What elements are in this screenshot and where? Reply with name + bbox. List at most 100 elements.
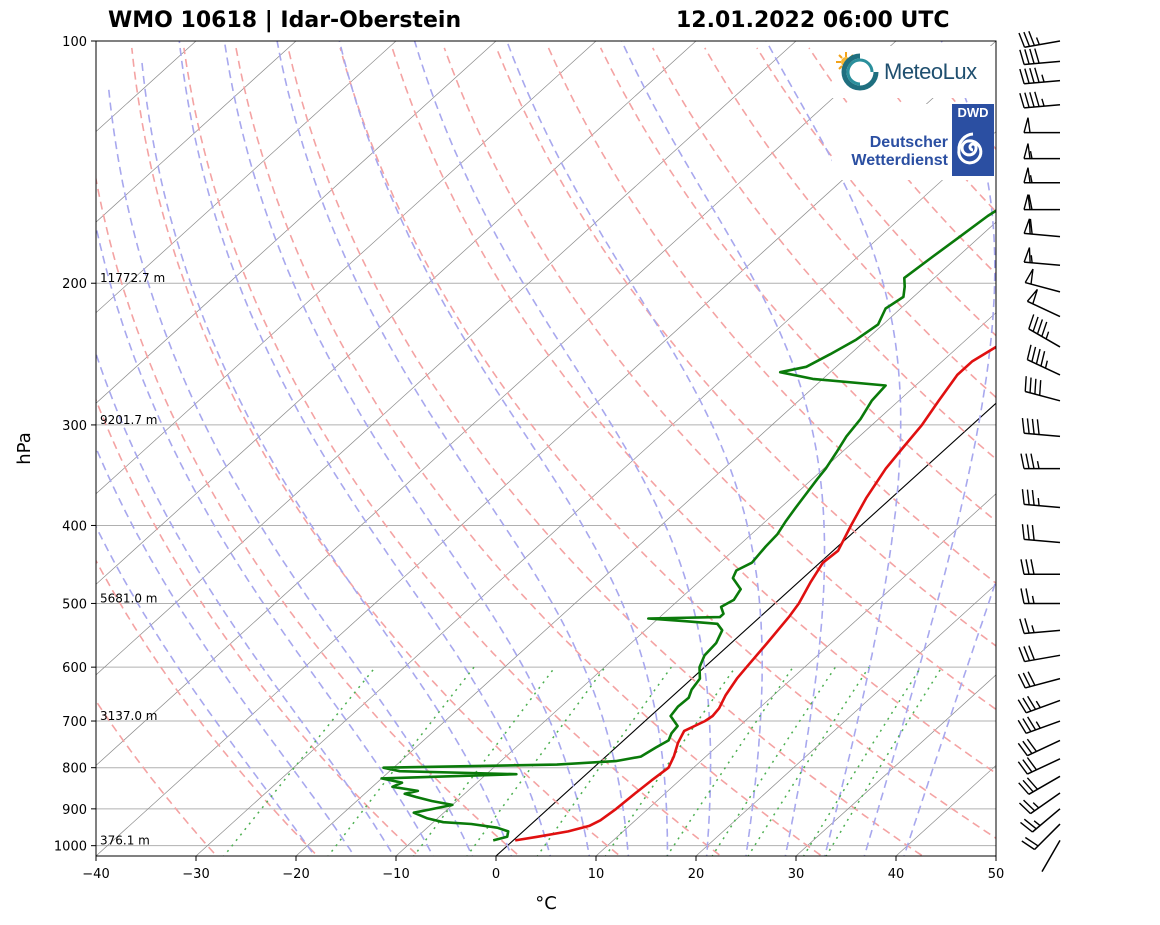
wind-barb-full — [1019, 49, 1025, 65]
wind-barb-half — [1033, 820, 1041, 827]
wind-barb — [1021, 823, 1061, 851]
wind-barb — [1017, 738, 1061, 757]
dwd-logo: Deutscher Wetterdienst DWD — [832, 104, 994, 180]
wind-barb-full — [1035, 348, 1041, 365]
dry-adiabat — [339, 47, 996, 840]
dewpoint-profile — [380, 209, 996, 842]
dry-adiabat — [183, 47, 723, 856]
wind-barb-full — [1031, 418, 1035, 435]
height-label: 3137.0 m — [100, 709, 158, 723]
x-tick-label: 50 — [988, 867, 1005, 882]
isotherm — [995, 855, 996, 856]
wind-barb — [1026, 344, 1061, 376]
wind-barb — [1020, 559, 1060, 576]
wind-barb-full — [1017, 761, 1028, 775]
wind-barb — [1021, 524, 1061, 544]
height-label: 9201.7 m — [100, 413, 158, 427]
height-label: 5681.0 m — [100, 591, 158, 605]
dry-adiabat — [96, 559, 319, 856]
wind-barb-shaft — [1030, 792, 1061, 815]
y-tick-label: 900 — [62, 803, 87, 818]
wind-barb — [1026, 288, 1061, 318]
x-tick-label: 0 — [492, 867, 500, 882]
wind-barb-full — [1022, 718, 1032, 732]
wind-barb-full — [1024, 618, 1030, 634]
mixing-ratio-line — [222, 666, 376, 856]
station-title: WMO 10618 | Idar-Oberstein — [108, 8, 462, 33]
x-axis-title: °C — [535, 893, 557, 914]
wind-barb-shaft — [1028, 328, 1061, 348]
zero-isotherm — [495, 402, 996, 856]
y-tick-label: 600 — [62, 661, 87, 676]
wind-barb-full — [1036, 319, 1044, 335]
moist-adiabat — [620, 41, 826, 856]
isotherm — [96, 41, 897, 766]
x-tick-label: −30 — [182, 867, 209, 882]
isotherm — [96, 41, 697, 585]
wind-barb — [1023, 247, 1061, 267]
wind-barb-full — [1022, 779, 1034, 793]
wind-barb-flag — [1024, 268, 1034, 285]
wind-barb-full — [1022, 740, 1033, 754]
wind-barb — [1023, 194, 1060, 211]
wind-barb-flag — [1023, 117, 1031, 133]
dry-adiabat — [391, 47, 996, 775]
wind-barb-half — [1044, 360, 1048, 369]
wind-barb-shaft — [1028, 775, 1061, 795]
wind-barb-full — [1028, 31, 1036, 46]
isotherm — [96, 41, 797, 676]
dwd-badge-text: DWD — [957, 105, 989, 120]
wind-barb-flag — [1023, 218, 1031, 234]
wind-barb-full — [1024, 49, 1030, 65]
wind-barb — [1018, 775, 1061, 795]
isotherm — [96, 41, 397, 314]
dwd-badge: DWD — [952, 104, 994, 176]
wind-barb-half — [1041, 74, 1045, 83]
wind-barb-full — [1039, 380, 1042, 396]
wind-barb-full — [1017, 742, 1028, 757]
wind-barb-full — [1023, 31, 1031, 47]
wind-barb-full — [1020, 588, 1025, 604]
wind-barb-shaft — [1027, 758, 1061, 775]
wind-barb-half — [1037, 498, 1040, 506]
wind-barb-full — [1024, 92, 1030, 108]
y-tick-label: 500 — [62, 597, 87, 612]
wind-barb-full — [1022, 697, 1032, 712]
spiral-icon — [957, 132, 983, 165]
wind-barb-full — [1017, 719, 1027, 734]
wind-barb — [1018, 31, 1061, 48]
wind-barb-half — [1032, 802, 1040, 809]
moist-adiabat — [506, 41, 763, 856]
moist-adiabat — [96, 351, 395, 856]
wind-barb-shaft — [1024, 432, 1061, 438]
wind-barb-full — [1017, 673, 1026, 689]
x-tick-label: −10 — [382, 867, 409, 882]
dwd-line2: Wetterdienst — [851, 152, 948, 169]
wind-barb-full — [1029, 218, 1033, 235]
mixing-ratio-line — [747, 666, 870, 856]
wind-barb — [1020, 453, 1060, 470]
datetime-title: 12.01.2022 06:00 UTC — [676, 8, 950, 33]
wind-barb-shaft — [1025, 699, 1061, 714]
wind-barb — [1019, 48, 1061, 66]
wind-barb-full — [1028, 645, 1036, 661]
wind-barb-half — [1030, 255, 1033, 263]
mixing-ratio-line — [466, 666, 606, 856]
moist-adiabat — [765, 41, 902, 856]
moist-adiabat — [140, 58, 513, 856]
wind-barb-full — [1040, 351, 1046, 367]
wind-barb-full — [1026, 738, 1038, 752]
wind-barb — [1028, 314, 1061, 348]
wind-barb-shaft — [1027, 359, 1061, 376]
dry-adiabat — [1122, 48, 1160, 863]
wind-barb-half — [1031, 595, 1035, 604]
wind-barb-shaft — [1024, 654, 1061, 663]
wind-barb — [1023, 218, 1061, 238]
x-tick-label: 40 — [888, 867, 905, 882]
wind-barb-full — [1031, 489, 1035, 506]
y-tick-label: 400 — [62, 519, 87, 534]
wind-barb-full — [1027, 671, 1036, 686]
wind-barb-full — [1027, 716, 1037, 731]
y-tick-label: 700 — [62, 715, 87, 730]
wind-barb-half — [1029, 150, 1033, 159]
